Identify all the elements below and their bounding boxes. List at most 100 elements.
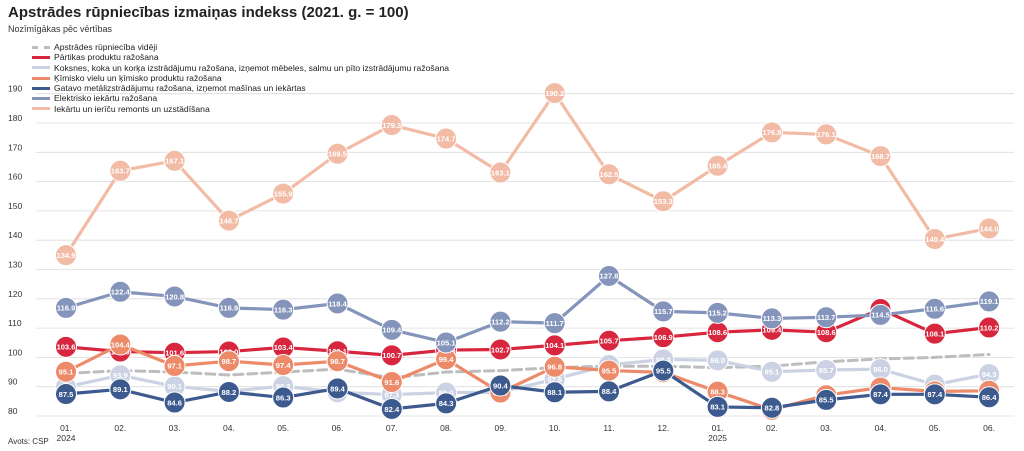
data-label: 116.6 <box>926 305 945 314</box>
legend-label: Apstrādes rūpniecība vidēji <box>54 42 158 52</box>
data-label: 93.9 <box>113 371 128 380</box>
data-point <box>163 354 186 377</box>
data-label: 109.4 <box>762 326 782 335</box>
data-point <box>380 397 403 420</box>
data-label: 119.1 <box>980 297 999 306</box>
data-point <box>380 344 403 367</box>
data-label: 82.4 <box>384 405 400 414</box>
data-label: 100.7 <box>382 351 401 360</box>
y-tick-label: 150 <box>8 201 22 211</box>
data-point <box>543 82 566 105</box>
data-label: 92.6 <box>547 375 562 384</box>
x-tick-label: 01. <box>712 423 724 433</box>
data-point <box>760 396 783 419</box>
data-label: 140.4 <box>925 235 945 244</box>
data-point <box>435 331 458 354</box>
legend-swatch <box>32 55 50 59</box>
data-point <box>217 296 240 319</box>
data-point <box>55 296 77 319</box>
data-point <box>435 392 458 415</box>
data-point <box>815 388 838 411</box>
data-label: 94.3 <box>982 370 997 379</box>
data-point <box>489 374 512 397</box>
data-label: 98.7 <box>330 357 345 366</box>
data-label: 82.8 <box>765 404 780 413</box>
data-point <box>272 386 295 409</box>
data-label: 97.4 <box>276 361 292 370</box>
data-label: 115.7 <box>654 307 673 316</box>
legend-swatch <box>32 97 50 101</box>
data-point <box>489 310 512 333</box>
data-label: 83.1 <box>710 403 726 412</box>
data-label: 176.1 <box>817 130 837 139</box>
data-point <box>543 355 566 378</box>
data-label: 96.0 <box>873 365 888 374</box>
y-tick-label: 100 <box>8 347 22 357</box>
data-label: 168.7 <box>871 152 890 161</box>
legend-label: Ķīmisko vielu un ķīmisko produktu ražoša… <box>54 72 222 83</box>
data-label: 88.2 <box>222 388 237 397</box>
data-label: 120.8 <box>165 292 184 301</box>
data-label: 169.5 <box>328 150 348 159</box>
legend-label: Iekārtu un ierīču remonts un uzstādīšana <box>54 103 210 114</box>
data-point <box>760 121 783 144</box>
x-tick-label: 07. <box>386 423 398 433</box>
x-tick-label: 04. <box>223 423 235 433</box>
data-label: 84.6 <box>167 398 182 407</box>
legend-label: Gatavo metālizstrādājumu ražošana, izņem… <box>54 83 306 94</box>
data-point <box>760 307 783 330</box>
x-tick-label: 06. <box>983 423 995 433</box>
data-label: 113.3 <box>763 314 782 323</box>
data-label: 114.5 <box>871 311 890 320</box>
x-tick-label: 12. <box>657 423 669 433</box>
source-note: Avots: CSP <box>8 437 49 446</box>
data-label: 174.7 <box>437 134 456 143</box>
series-line <box>64 274 991 345</box>
data-label: 113.7 <box>817 313 836 322</box>
legend-item: Gatavo metālizstrādājumu ražošana, izņem… <box>32 83 449 93</box>
data-point <box>923 383 946 406</box>
data-label: 110.2 <box>980 323 999 332</box>
data-point <box>163 149 186 172</box>
y-tick-label: 140 <box>8 230 22 240</box>
data-point <box>652 359 675 382</box>
data-point <box>923 228 946 251</box>
y-tick-label: 130 <box>8 260 22 270</box>
data-label: 108.1 <box>925 329 945 338</box>
data-label: 95.7 <box>819 366 834 375</box>
data-point <box>815 358 838 381</box>
data-point <box>706 395 729 418</box>
data-label: 112.2 <box>491 317 510 326</box>
legend-item: Ķīmisko vielu un ķīmisko produktu ražoša… <box>32 73 449 83</box>
legend: Apstrādes rūpniecība vidēji Pārtikas prod… <box>32 42 449 114</box>
x-tick-label: 08. <box>440 423 452 433</box>
data-label: 90.2 <box>276 382 291 391</box>
data-point <box>489 338 512 361</box>
data-point <box>163 285 186 308</box>
data-label: 111.7 <box>546 319 564 328</box>
x-tick-label: 01. <box>60 423 72 433</box>
data-label: 102.7 <box>491 345 510 354</box>
data-point <box>760 360 783 383</box>
legend-swatch <box>32 76 50 80</box>
data-label: 155.9 <box>274 189 293 198</box>
legend-item: Apstrādes rūpniecība vidēji <box>32 42 449 52</box>
data-label: 108.6 <box>817 328 836 337</box>
data-label: 190.2 <box>545 89 564 98</box>
data-point <box>598 329 620 352</box>
data-label: 95.5 <box>656 366 672 375</box>
data-point <box>978 386 1001 409</box>
data-label: 88.1 <box>547 388 563 397</box>
data-point <box>435 127 458 150</box>
data-label: 105.7 <box>599 336 618 345</box>
data-label: 115.2 <box>708 309 727 318</box>
data-label: 162.5 <box>599 170 619 179</box>
x-tick-label: 05. <box>929 423 941 433</box>
data-label: 99.4 <box>439 355 455 364</box>
data-label: 90.1 <box>167 382 183 391</box>
data-point <box>55 383 77 406</box>
x-tick-label: 10. <box>549 423 561 433</box>
data-point <box>109 159 132 182</box>
data-label: 98.7 <box>222 357 237 366</box>
data-label: 146.7 <box>219 216 238 225</box>
